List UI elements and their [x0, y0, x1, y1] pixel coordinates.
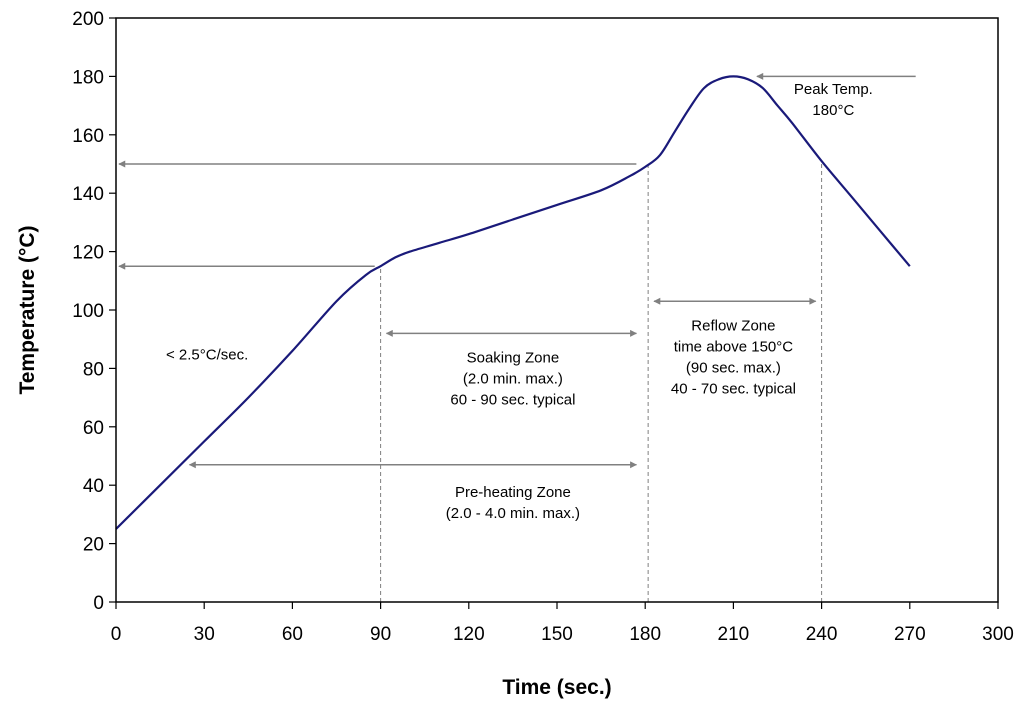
x-tick-label: 0 [111, 624, 122, 645]
soaking-zone-label-line: (2.0 min. max.) [463, 371, 563, 388]
x-axis-title: Time (sec.) [502, 676, 611, 699]
y-tick-label: 20 [83, 535, 104, 556]
reflow-zone-label: Reflow Zone time above 150°C (90 sec. max.… [671, 317, 796, 397]
y-tick-label: 40 [83, 476, 104, 497]
soaking-zone-label-line: 60 - 90 sec. typical [450, 392, 575, 409]
y-tick-label: 100 [72, 301, 104, 322]
y-tick-label: 120 [72, 243, 104, 264]
x-tick-label: 60 [282, 624, 303, 645]
preheating-zone-label-line: (2.0 - 4.0 min. max.) [446, 505, 580, 522]
preheating-zone-label: Pre-heating Zone (2.0 - 4.0 min. max.) [446, 484, 580, 522]
reflow-zone-label-line: (90 sec. max.) [686, 359, 781, 376]
annotation-layer [118, 72, 916, 602]
x-tick-label: 270 [894, 624, 926, 645]
x-tick-label: 240 [806, 624, 838, 645]
y-tick-label: 140 [72, 184, 104, 205]
x-tick-label: 120 [453, 624, 485, 645]
peak-temp-label: Peak Temp. 180°C [794, 81, 873, 119]
y-tick-label: 60 [83, 418, 104, 439]
temperature-profile-line [115, 75, 911, 530]
ramp-rate-label: < 2.5°C/sec. [166, 347, 248, 364]
y-tick-label: 180 [72, 67, 104, 88]
ramp-rate-label-line: < 2.5°C/sec. [166, 347, 248, 364]
x-tick-label: 180 [629, 624, 661, 645]
reflow-zone-label-line: 40 - 70 sec. typical [671, 380, 796, 397]
soaking-zone-label-line: Soaking Zone [467, 350, 560, 367]
peak-temp-label-line: 180°C [812, 102, 854, 119]
preheating-zone-label-line: Pre-heating Zone [455, 484, 571, 501]
y-tick-label: 160 [72, 126, 104, 147]
series-layer [115, 75, 911, 530]
x-tick-label: 30 [194, 624, 215, 645]
y-tick-label: 80 [83, 359, 104, 380]
reflow-zone-label-line: Reflow Zone [691, 317, 775, 334]
y-tick-label: 0 [93, 593, 104, 614]
annotation-text-layer: Peak Temp. 180°C < 2.5°C/sec. Soaking Zone (… [166, 81, 873, 522]
reflow-zone-label-line: time above 150°C [674, 338, 794, 355]
soaking-zone-label: Soaking Zone (2.0 min. max.) 60 - 90 sec. … [450, 350, 575, 409]
x-tick-label: 210 [718, 624, 750, 645]
x-tick-label: 90 [370, 624, 391, 645]
y-tick-label: 200 [72, 9, 104, 30]
y-axis-title: Temperature (°C) [16, 225, 39, 394]
x-tick-label: 150 [541, 624, 573, 645]
axes-layer: 0 30 60 90 120 150 180 210 240 270 300 0 20 40 60 80 100… [72, 9, 1014, 645]
x-tick-label: 300 [982, 624, 1014, 645]
peak-temp-label-line: Peak Temp. [794, 81, 873, 98]
